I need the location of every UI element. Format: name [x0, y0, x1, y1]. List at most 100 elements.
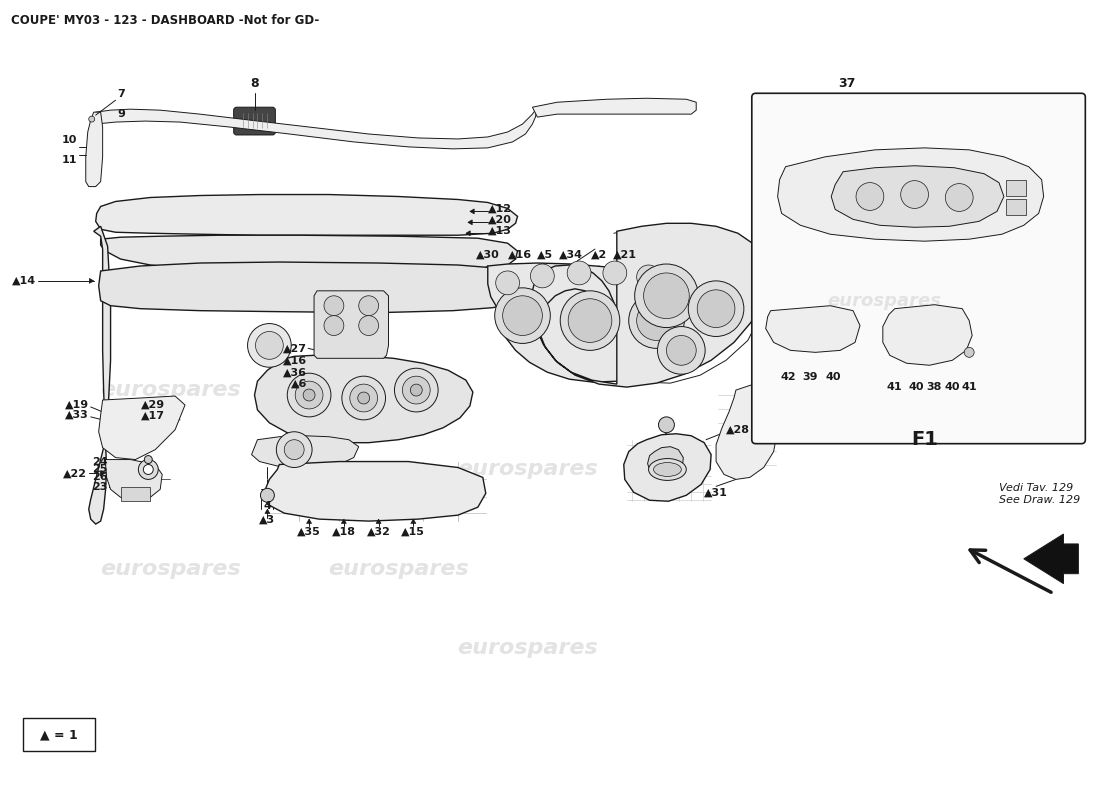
Bar: [121, 487, 151, 502]
Text: 4: 4: [264, 502, 272, 511]
Polygon shape: [99, 262, 532, 313]
Polygon shape: [265, 509, 269, 514]
Text: 23: 23: [92, 482, 108, 492]
Text: ▲16: ▲16: [283, 355, 307, 366]
Text: 26: 26: [92, 473, 108, 482]
Text: 42: 42: [781, 372, 796, 382]
Text: eurospares: eurospares: [458, 459, 597, 479]
Polygon shape: [307, 519, 311, 523]
Polygon shape: [766, 306, 860, 352]
Text: ▲3: ▲3: [260, 514, 275, 524]
Polygon shape: [532, 98, 696, 117]
Polygon shape: [100, 471, 104, 476]
Polygon shape: [315, 291, 388, 358]
Polygon shape: [264, 462, 486, 521]
Circle shape: [324, 296, 344, 316]
Circle shape: [248, 323, 292, 367]
Polygon shape: [89, 278, 94, 283]
Text: 9: 9: [118, 109, 125, 119]
Text: ▲28: ▲28: [726, 425, 750, 434]
Circle shape: [965, 347, 975, 358]
Text: ▲12: ▲12: [487, 203, 512, 214]
Text: ▲30: ▲30: [476, 250, 499, 260]
Polygon shape: [89, 226, 111, 524]
Text: eurospares: eurospares: [458, 638, 597, 658]
Bar: [1005, 180, 1026, 195]
Text: 40: 40: [945, 382, 960, 392]
Circle shape: [560, 291, 619, 350]
Circle shape: [503, 296, 542, 335]
Polygon shape: [848, 146, 852, 150]
Text: eurospares: eurospares: [100, 558, 241, 578]
Polygon shape: [883, 305, 972, 366]
Circle shape: [324, 316, 344, 335]
Circle shape: [496, 271, 519, 294]
Text: 41: 41: [961, 382, 977, 392]
FancyBboxPatch shape: [23, 718, 95, 751]
Polygon shape: [716, 385, 778, 479]
Text: ▲21: ▲21: [613, 250, 637, 260]
Text: ▲17: ▲17: [141, 411, 165, 421]
Circle shape: [287, 373, 331, 417]
Circle shape: [530, 264, 554, 288]
Text: ▲31: ▲31: [704, 487, 728, 498]
Text: 40: 40: [909, 382, 924, 392]
Polygon shape: [254, 355, 473, 442]
Text: ▲5: ▲5: [537, 250, 553, 260]
Circle shape: [284, 440, 304, 459]
Circle shape: [255, 331, 284, 359]
Circle shape: [945, 184, 974, 211]
Text: ▲6: ▲6: [290, 379, 307, 389]
Circle shape: [342, 376, 385, 420]
Text: ▲ = 1: ▲ = 1: [40, 728, 78, 741]
Polygon shape: [410, 519, 416, 523]
Circle shape: [901, 181, 928, 209]
Text: ▲15: ▲15: [402, 527, 426, 537]
Polygon shape: [470, 209, 474, 214]
Text: ▲22: ▲22: [63, 469, 87, 478]
Text: 7: 7: [118, 90, 125, 99]
Circle shape: [569, 298, 612, 342]
Text: ▲16: ▲16: [507, 250, 531, 260]
Polygon shape: [100, 235, 517, 273]
Text: Vedi Tav. 129
See Draw. 129: Vedi Tav. 129 See Draw. 129: [999, 483, 1080, 505]
Polygon shape: [624, 434, 711, 502]
Text: COUPE' MY03 - 123 - DASHBOARD -Not for GD-: COUPE' MY03 - 123 - DASHBOARD -Not for G…: [11, 14, 320, 27]
FancyBboxPatch shape: [751, 94, 1086, 444]
Text: 39: 39: [803, 372, 818, 382]
Ellipse shape: [649, 458, 686, 481]
Text: eurospares: eurospares: [828, 292, 942, 310]
Text: F1: F1: [911, 430, 938, 450]
Circle shape: [143, 465, 153, 474]
Text: ▲20: ▲20: [487, 214, 512, 224]
Circle shape: [658, 326, 705, 374]
Text: 25: 25: [92, 465, 108, 474]
Circle shape: [358, 392, 370, 404]
Circle shape: [139, 459, 158, 479]
Text: ▲32: ▲32: [366, 527, 390, 537]
Polygon shape: [487, 263, 702, 382]
Text: eurospares: eurospares: [328, 558, 469, 578]
Circle shape: [89, 116, 95, 122]
Polygon shape: [341, 519, 346, 523]
FancyBboxPatch shape: [233, 107, 275, 135]
Text: eurospares: eurospares: [100, 380, 241, 400]
Polygon shape: [532, 223, 766, 387]
Circle shape: [359, 316, 378, 335]
Polygon shape: [466, 230, 470, 236]
Circle shape: [689, 281, 744, 337]
Polygon shape: [99, 396, 185, 459]
Circle shape: [667, 335, 696, 366]
Polygon shape: [468, 220, 472, 225]
Text: ▲19: ▲19: [65, 400, 89, 410]
Polygon shape: [778, 148, 1044, 241]
Circle shape: [276, 432, 312, 467]
Circle shape: [856, 182, 883, 210]
Polygon shape: [648, 446, 683, 479]
Text: 37: 37: [838, 78, 856, 90]
Text: ▲2: ▲2: [591, 250, 607, 260]
Circle shape: [359, 296, 378, 316]
Polygon shape: [106, 459, 162, 499]
Circle shape: [304, 389, 315, 401]
Circle shape: [644, 273, 690, 318]
